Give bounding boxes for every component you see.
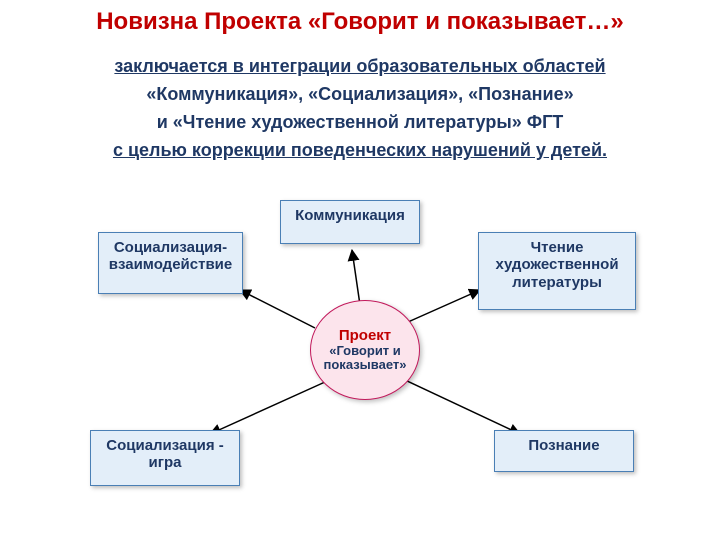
- intro-line: «Коммуникация», «Социализация», «Познани…: [0, 81, 720, 108]
- intro-block: заключается в интеграции образовательных…: [0, 52, 720, 165]
- center-node-project: Проект «Говорит и показывает»: [310, 300, 420, 400]
- intro-line: заключается в интеграции образовательных…: [0, 53, 720, 80]
- node-communication: Коммуникация: [280, 200, 420, 244]
- node-socialization-play: Социализация - игра: [90, 430, 240, 486]
- diagram-area: Проект «Говорит и показывает» Коммуникац…: [0, 190, 720, 540]
- center-subtitle: «Говорит и показывает»: [311, 344, 419, 371]
- intro-line: и «Чтение художественной литературы» ФГТ: [0, 109, 720, 136]
- center-title: Проект: [339, 328, 391, 344]
- node-cognition: Познание: [494, 430, 634, 472]
- node-socialization-interaction: Социализация- взаимодействие: [98, 232, 243, 294]
- intro-line: с целью коррекции поведенческих нарушени…: [0, 137, 720, 164]
- node-reading: Чтение художественной литературы: [478, 232, 636, 310]
- slide-title: Новизна Проекта «Говорит и показывает…»: [0, 8, 720, 36]
